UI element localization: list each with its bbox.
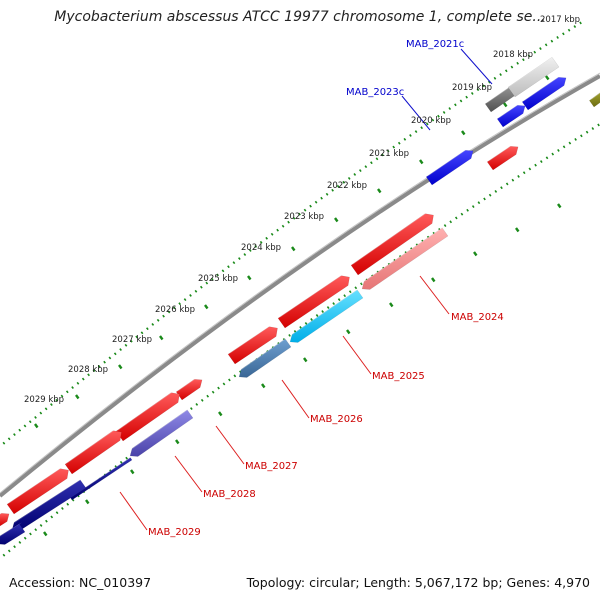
outer-tick-mark — [334, 217, 339, 223]
gene-block-blue-2[interactable] — [521, 72, 567, 111]
leader-mab2029 — [119, 491, 148, 531]
outer-tick-mark — [204, 304, 209, 310]
inner-tick-mark — [473, 251, 478, 257]
gene-label-mab2025[interactable]: MAB_2025 — [372, 371, 425, 382]
leader-mab2025 — [342, 335, 372, 375]
inner-tick-mark — [515, 227, 520, 233]
gene-label-mab2024[interactable]: MAB_2024 — [451, 312, 504, 323]
kbp-tick-label: 2029 kbp — [24, 395, 64, 405]
inner-tick-mark — [261, 383, 266, 389]
inner-tick-mark — [303, 357, 308, 363]
gene-block-red-1[interactable] — [350, 208, 434, 276]
accession-text: Accession: NC_010397 — [9, 575, 152, 590]
kbp-tick-label: 2017 kbp — [540, 15, 580, 25]
inner-tick-mark — [431, 277, 436, 283]
inner-tick-mark — [218, 411, 223, 417]
kbp-tick-label: 2021 kbp — [369, 149, 409, 159]
gene-block-red-6[interactable] — [64, 425, 122, 475]
inner-tick-mark — [43, 531, 48, 537]
kbp-tick-label: 2020 kbp — [411, 116, 451, 126]
gene-label-mab2027[interactable]: MAB_2027 — [245, 461, 298, 472]
inner-tick-mark — [130, 469, 135, 475]
gene-block-red-2[interactable] — [277, 270, 350, 329]
gene-block-mab2024[interactable] — [359, 226, 449, 290]
gene-block-mab2025[interactable] — [287, 288, 364, 343]
gene-block-red-8[interactable] — [0, 508, 10, 527]
map-title: Mycobacterium abscessus ATCC 19977 chrom… — [54, 9, 546, 25]
outer-dotted-ring — [0, 20, 583, 448]
kbp-tick-label: 2024 kbp — [241, 243, 281, 253]
backbone-highlight — [0, 72, 600, 494]
gene-block-blue-1[interactable] — [425, 145, 474, 186]
outer-tick-mark — [247, 275, 252, 281]
inner-tick-mark — [175, 439, 180, 445]
outer-tick-mark — [118, 364, 123, 370]
gene-block-olive[interactable] — [589, 91, 600, 108]
kbp-tick-label: 2026 kbp — [155, 305, 195, 315]
inner-dotted-ring — [0, 122, 600, 560]
leader-mab2027 — [215, 425, 245, 465]
gene-block-red-4[interactable] — [175, 374, 203, 401]
gene-label-mab2026[interactable]: MAB_2026 — [310, 414, 363, 425]
outer-tick-mark — [545, 75, 550, 81]
kbp-tick-label: 2018 kbp — [493, 50, 533, 60]
kbp-tick-label: 2022 kbp — [327, 181, 367, 191]
leader-mab2023c — [401, 95, 431, 131]
outer-tick-mark — [461, 130, 466, 136]
gene-label-mab2028[interactable]: MAB_2028 — [203, 489, 256, 500]
gene-block-mab2023c[interactable] — [496, 100, 526, 128]
kbp-tick-label: 2023 kbp — [284, 212, 324, 222]
chromosome-backbone — [0, 74, 600, 498]
inner-tick-mark — [85, 499, 90, 505]
gene-label-mab2029[interactable]: MAB_2029 — [148, 527, 201, 538]
kbp-tick-label: 2025 kbp — [198, 274, 238, 284]
kbp-tick-label: 2028 kbp — [68, 365, 108, 375]
gene-block-red-9[interactable] — [486, 141, 519, 171]
outer-tick-mark — [34, 423, 39, 429]
leader-mab2021c — [460, 48, 493, 85]
kbp-tick-label: 2019 kbp — [452, 83, 492, 93]
leader-mab2026 — [281, 379, 310, 419]
inner-tick-mark — [346, 329, 351, 335]
gene-label-mab2021c[interactable]: MAB_2021c — [406, 39, 464, 50]
leader-mab2028 — [174, 455, 203, 493]
inner-tick-mark — [389, 302, 394, 308]
gene-label-mab2023c[interactable]: MAB_2023c — [346, 87, 404, 98]
gene-block-red-3[interactable] — [227, 321, 278, 365]
gene-block-mab2029[interactable] — [0, 522, 26, 545]
outer-tick-mark — [159, 335, 164, 341]
kbp-tick-label: 2027 kbp — [112, 335, 152, 345]
gene-block-red-7[interactable] — [6, 463, 69, 515]
outer-tick-mark — [377, 188, 382, 194]
leader-mab2024 — [419, 275, 450, 315]
outer-tick-mark — [291, 246, 296, 252]
outer-tick-mark — [503, 102, 508, 108]
topology-summary: Topology: circular; Length: 5,067,172 bp… — [246, 575, 590, 590]
gene-block-mab2026[interactable] — [236, 337, 292, 378]
gene-block-mab2021c[interactable] — [507, 55, 560, 98]
gene-block-mab2028-thin[interactable] — [69, 456, 134, 501]
gene-block-mab2027-a[interactable] — [127, 408, 194, 457]
outer-tick-mark — [419, 159, 424, 165]
outer-tick-mark — [75, 394, 80, 400]
inner-tick-mark — [557, 203, 562, 209]
